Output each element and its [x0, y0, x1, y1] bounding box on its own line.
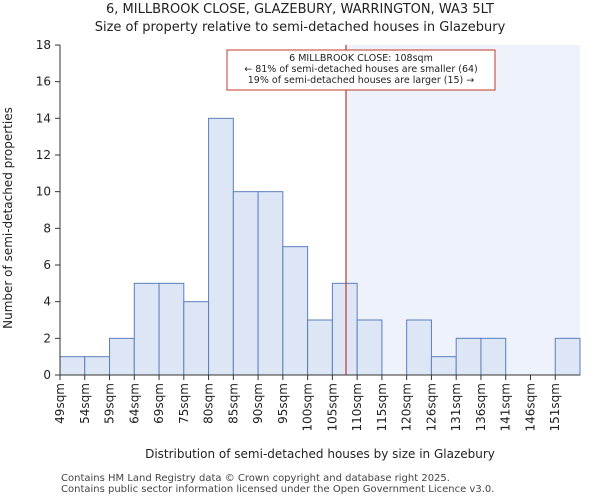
annotation-line-2: ← 81% of semi-detached houses are smalle… — [244, 64, 478, 75]
y-tick-label: 18 — [36, 38, 51, 52]
bar-105sqm — [331, 282, 358, 376]
y-tick-label: 4 — [43, 295, 51, 309]
x-tick-label: 136sqm — [474, 383, 488, 431]
bar-90sqm — [257, 191, 284, 376]
x-tick-label: 80sqm — [202, 383, 216, 424]
x-tick-label: 90sqm — [251, 383, 265, 424]
bar-49sqm — [59, 356, 86, 376]
x-tick-label: 105sqm — [325, 383, 339, 431]
y-tick-label: 0 — [43, 368, 51, 382]
x-tick-label: 151sqm — [548, 383, 562, 431]
bar-59sqm — [109, 337, 135, 376]
y-tick-label: 8 — [43, 221, 51, 235]
x-tick-label: 59sqm — [103, 383, 117, 424]
x-tick-label: 54sqm — [78, 383, 92, 424]
bar-64sqm — [133, 282, 160, 376]
x-tick-label: 120sqm — [400, 383, 414, 431]
larger-region-highlight — [346, 45, 580, 375]
x-tick-label: 64sqm — [127, 383, 141, 424]
bar-95sqm — [282, 246, 309, 376]
bar-100sqm — [307, 319, 333, 376]
bar-75sqm — [183, 301, 210, 376]
y-tick-label: 14 — [36, 111, 51, 125]
bar-110sqm — [356, 319, 383, 376]
x-tick-label: 69sqm — [152, 383, 166, 424]
x-tick-label: 100sqm — [301, 383, 315, 431]
y-tick-label: 2 — [43, 331, 51, 345]
bar-151sqm — [554, 337, 581, 376]
chart-subtitle: Size of property relative to semi-detach… — [95, 20, 506, 35]
x-tick-label: 95sqm — [276, 383, 290, 424]
bar-126sqm — [430, 356, 457, 376]
x-tick-label: 146sqm — [523, 383, 537, 431]
x-tick-label: 85sqm — [226, 383, 240, 424]
y-tick-label: 16 — [36, 75, 51, 89]
x-tick-label: 131sqm — [449, 383, 463, 431]
y-tick-label: 12 — [36, 148, 51, 162]
x-tick-label: 126sqm — [424, 383, 438, 431]
annotation-box — [226, 49, 496, 91]
x-tick-label: 141sqm — [499, 383, 513, 431]
x-tick-label: 110sqm — [350, 383, 364, 431]
annotation-line-1: 6 MILLBROOK CLOSE: 108sqm — [289, 53, 433, 64]
y-axis-label: Number of semi-detached properties — [1, 107, 15, 329]
x-axis-label: Distribution of semi-detached houses by … — [145, 447, 495, 461]
y-tick-label: 6 — [43, 258, 51, 272]
footer-line-2: Contains public sector information licen… — [61, 484, 495, 495]
footer-line-1: Contains HM Land Registry data © Crown c… — [61, 473, 450, 484]
bar-54sqm — [84, 356, 111, 376]
bar-80sqm — [208, 117, 234, 376]
bar-69sqm — [158, 282, 185, 376]
bar-85sqm — [232, 191, 259, 376]
bar-136sqm — [480, 337, 507, 376]
bar-131sqm — [455, 337, 482, 376]
x-tick-label: 49sqm — [53, 383, 67, 424]
annotation-line-3: 19% of semi-detached houses are larger (… — [248, 75, 475, 86]
chart-title: 6, MILLBROOK CLOSE, GLAZEBURY, WARRINGTO… — [106, 2, 494, 17]
y-tick-label: 10 — [36, 185, 51, 199]
x-tick-label: 115sqm — [375, 383, 389, 431]
bar-120sqm — [406, 319, 432, 376]
x-tick-label: 75sqm — [177, 383, 191, 424]
